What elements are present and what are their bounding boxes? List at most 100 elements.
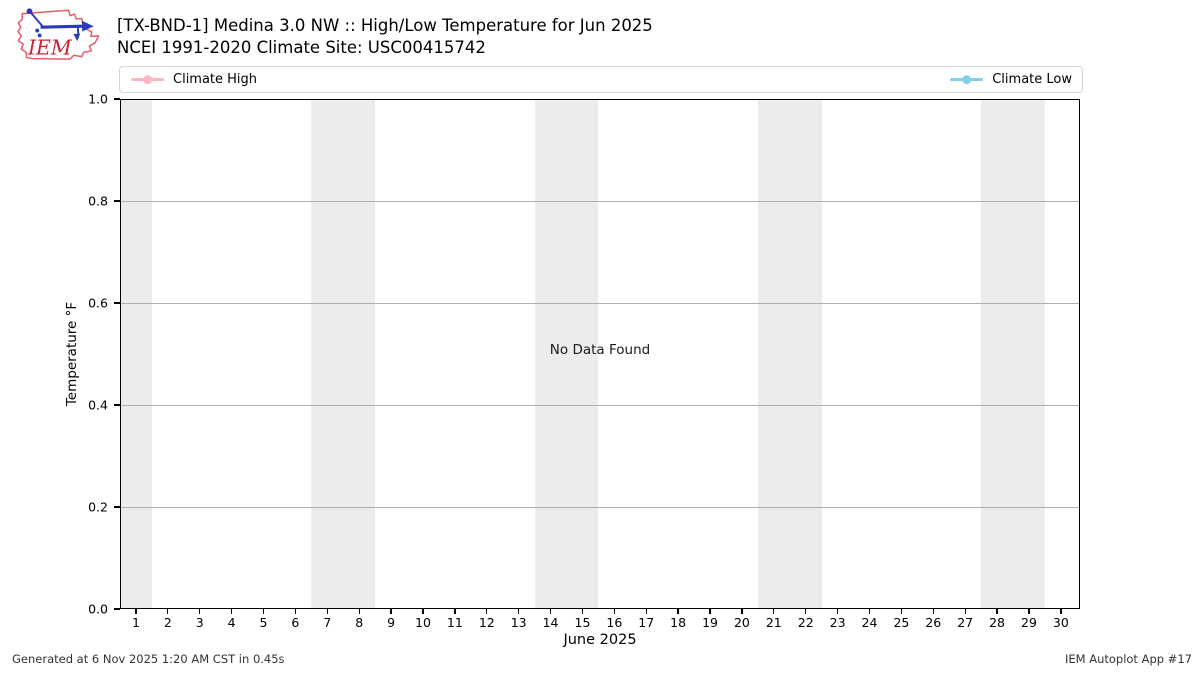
y-tick-mark [114, 98, 120, 100]
x-tick-label: 27 [957, 615, 974, 630]
climate-low-marker-icon [950, 74, 984, 85]
x-tick-mark [199, 609, 201, 614]
iem-logo-text: IEM [27, 35, 73, 59]
x-tick-label: 30 [1052, 615, 1069, 630]
x-tick-label: 14 [542, 615, 559, 630]
x-tick-label: 15 [574, 615, 591, 630]
x-tick-label: 22 [797, 615, 814, 630]
x-tick-label: 13 [510, 615, 527, 630]
y-tick-label: 1.0 [88, 91, 108, 107]
no-data-annotation: No Data Found [549, 342, 651, 358]
y-tick-mark [114, 608, 120, 610]
gridline [120, 506, 1080, 508]
gridline [120, 200, 1080, 202]
x-tick-mark [358, 609, 360, 614]
generated-timestamp: Generated at 6 Nov 2025 1:20 AM CST in 0… [12, 652, 285, 666]
x-tick-label: 19 [702, 615, 718, 630]
gridline [120, 302, 1080, 304]
y-tick-mark [114, 404, 120, 406]
x-tick-mark [135, 609, 137, 614]
x-tick-mark [868, 609, 871, 614]
x-tick-mark [773, 609, 775, 614]
weekend-band [311, 99, 376, 609]
x-axis-label: June 2025 [563, 632, 637, 648]
x-tick-mark [549, 609, 552, 614]
x-tick-mark [1060, 609, 1062, 614]
x-tick-label: 7 [323, 615, 332, 630]
x-tick-mark [581, 609, 584, 614]
y-tick-label: 0.0 [88, 601, 108, 617]
weekend-band [120, 99, 152, 609]
y-tick-label: 0.4 [88, 397, 108, 413]
x-tick-label: 20 [733, 615, 750, 630]
x-tick-label: 11 [446, 615, 463, 630]
x-tick-mark [422, 609, 424, 614]
y-tick-mark [114, 302, 120, 304]
x-tick-mark [932, 609, 934, 614]
weekend-band [981, 99, 1045, 609]
x-tick-mark [836, 609, 839, 614]
x-tick-mark [390, 609, 392, 614]
y-axis-label: Temperature °F [64, 301, 80, 407]
x-tick-label: 17 [638, 615, 655, 630]
x-tick-mark [900, 609, 903, 614]
y-tick-label: 0.8 [88, 193, 108, 209]
x-tick-label: 4 [227, 615, 236, 630]
weather-vane-icon [26, 8, 94, 42]
gridline [120, 404, 1080, 406]
legend-label-climate-high: Climate High [173, 72, 258, 87]
x-tick-mark [1028, 609, 1030, 614]
y-tick-mark [114, 506, 120, 508]
x-tick-label: 8 [355, 615, 364, 630]
weekend-band [757, 99, 822, 609]
x-tick-mark [326, 609, 328, 614]
legend-item-climate-high: Climate High [131, 72, 257, 87]
x-tick-label: 28 [989, 615, 1006, 630]
x-tick-mark [996, 609, 998, 614]
x-tick-label: 5 [259, 615, 268, 630]
iowa-outline [17, 9, 100, 60]
x-tick-label: 16 [606, 615, 623, 630]
x-tick-label: 2 [163, 615, 172, 630]
x-tick-mark [294, 609, 297, 614]
x-tick-mark [454, 609, 456, 614]
x-tick-label: 12 [478, 615, 495, 630]
x-tick-mark [486, 609, 488, 614]
x-tick-mark [613, 609, 615, 614]
x-tick-label: 9 [387, 615, 396, 630]
chart-title: [TX-BND-1] Medina 3.0 NW :: High/Low Tem… [117, 16, 653, 35]
legend-item-climate-low: Climate Low [950, 72, 1072, 87]
y-tick-label: 0.2 [88, 499, 108, 515]
x-tick-label: 29 [1021, 615, 1037, 630]
x-tick-mark [677, 609, 679, 614]
x-tick-mark [964, 609, 966, 614]
title-block: [TX-BND-1] Medina 3.0 NW :: High/Low Tem… [117, 15, 653, 58]
x-tick-mark [230, 609, 233, 614]
x-tick-label: 6 [291, 615, 300, 630]
iem-logo: IEM [17, 8, 100, 60]
x-tick-mark [518, 609, 520, 614]
x-tick-mark [262, 609, 265, 614]
x-tick-label: 21 [765, 615, 782, 630]
y-tick-label: 0.6 [88, 295, 108, 311]
x-tick-mark [645, 609, 647, 614]
chart-subtitle: NCEI 1991-2020 Climate Site: USC00415742 [117, 37, 486, 57]
x-tick-label: 18 [670, 615, 687, 630]
legend: Climate High Climate Low [119, 66, 1083, 93]
x-tick-mark [709, 609, 711, 614]
climate-high-marker-icon [131, 74, 164, 85]
legend-label-climate-low: Climate Low [992, 72, 1072, 87]
y-tick-mark [114, 200, 120, 202]
x-tick-label: 3 [195, 615, 204, 630]
x-tick-mark [167, 609, 169, 614]
x-tick-label: 23 [829, 615, 846, 630]
x-tick-mark [741, 609, 743, 614]
x-tick-label: 26 [925, 615, 942, 630]
weekend-band [534, 99, 599, 609]
x-tick-label: 1 [131, 615, 140, 630]
autoplot-app-credit: IEM Autoplot App #17 [1064, 652, 1192, 666]
x-tick-label: 10 [415, 615, 431, 630]
x-tick-mark [805, 609, 807, 614]
x-tick-label: 25 [893, 615, 910, 630]
